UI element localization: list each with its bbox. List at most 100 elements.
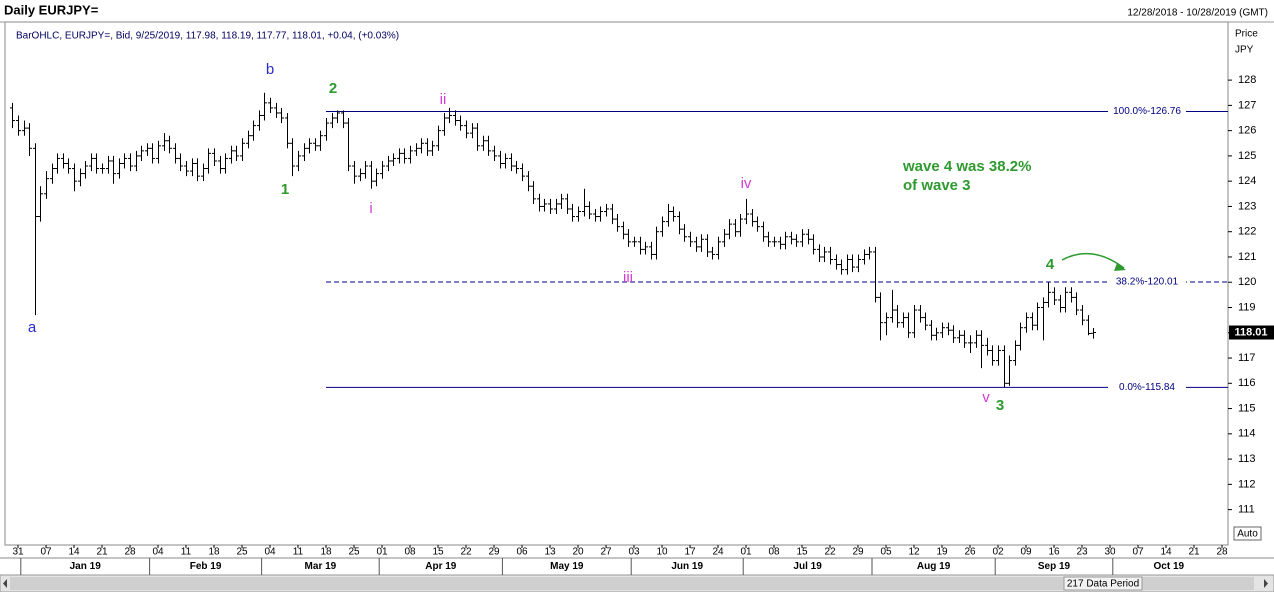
wave-label: v bbox=[982, 389, 990, 406]
y-tick-label: 112 bbox=[1238, 478, 1256, 490]
wave-label: a bbox=[28, 319, 37, 336]
y-tick-label: 120 bbox=[1238, 276, 1256, 288]
level-label: 38.2%-120.01 bbox=[1116, 277, 1179, 288]
level-label-bg bbox=[1108, 105, 1186, 118]
x-tick-label: 18 bbox=[320, 547, 332, 558]
x-tick-label: 28 bbox=[124, 547, 136, 558]
wave-label: 4 bbox=[1046, 256, 1055, 273]
x-tick-label: 05 bbox=[880, 547, 892, 558]
y-axis-unit: JPY bbox=[1235, 45, 1254, 56]
x-tick-label: 07 bbox=[1132, 547, 1144, 558]
x-tick-label: 14 bbox=[1160, 547, 1172, 558]
x-tick-label: 08 bbox=[404, 547, 416, 558]
x-tick-label: 25 bbox=[236, 547, 248, 558]
level-label-bg bbox=[1108, 381, 1186, 394]
date-range: 12/28/2018 - 10/28/2019 (GMT) bbox=[1127, 8, 1268, 19]
wave-label: ii bbox=[440, 91, 447, 108]
wave-label: 2 bbox=[329, 80, 337, 97]
y-tick-label: 128 bbox=[1238, 74, 1256, 86]
month-label: Oct 19 bbox=[1154, 561, 1185, 572]
x-tick-label: 14 bbox=[68, 547, 80, 558]
last-price: 118.01 bbox=[1234, 326, 1267, 338]
wave-label: b bbox=[266, 61, 274, 78]
x-tick-label: 07 bbox=[40, 547, 52, 558]
x-tick-label: 24 bbox=[712, 547, 724, 558]
x-tick-label: 26 bbox=[964, 547, 976, 558]
x-tick-label: 22 bbox=[460, 547, 472, 558]
x-tick-label: 01 bbox=[376, 547, 388, 558]
x-tick-label: 16 bbox=[1048, 547, 1060, 558]
x-tick-label: 22 bbox=[824, 547, 836, 558]
x-tick-label: 29 bbox=[852, 547, 864, 558]
month-label: Sep 19 bbox=[1038, 561, 1071, 572]
y-tick-label: 117 bbox=[1238, 352, 1256, 364]
x-tick-label: 11 bbox=[181, 547, 192, 558]
x-tick-label: 21 bbox=[96, 547, 108, 558]
y-tick-label: 126 bbox=[1238, 125, 1256, 137]
y-tick-label: 127 bbox=[1238, 99, 1256, 111]
wave-label: 3 bbox=[996, 397, 1004, 414]
x-tick-label: 25 bbox=[348, 547, 360, 558]
y-tick-label: 121 bbox=[1238, 251, 1256, 263]
x-tick-label: 29 bbox=[488, 547, 500, 558]
x-tick-label: 02 bbox=[992, 547, 1004, 558]
annotation: wave 4 was 38.2% bbox=[902, 158, 1031, 175]
y-axis-label: Price bbox=[1235, 29, 1258, 40]
x-tick-label: 09 bbox=[1020, 547, 1032, 558]
x-tick-label: 12 bbox=[908, 547, 920, 558]
x-tick-label: 04 bbox=[264, 547, 276, 558]
x-tick-label: 28 bbox=[1216, 547, 1228, 558]
y-tick-label: 115 bbox=[1238, 402, 1256, 414]
scale-mode-box[interactable] bbox=[1233, 526, 1262, 541]
x-tick-label: 10 bbox=[656, 547, 668, 558]
scroll-left-arrow[interactable] bbox=[3, 579, 7, 588]
y-tick-label: 122 bbox=[1238, 226, 1256, 238]
x-tick-label: 04 bbox=[152, 547, 164, 558]
scroll-right-arrow[interactable] bbox=[1264, 579, 1268, 588]
x-tick-label: 20 bbox=[572, 547, 584, 558]
y-tick-label: 119 bbox=[1238, 301, 1256, 313]
level-label: 0.0%-115.84 bbox=[1119, 382, 1175, 393]
y-tick-label: 116 bbox=[1238, 377, 1256, 389]
month-label: Jul 19 bbox=[793, 561, 822, 572]
x-tick-label: 18 bbox=[208, 547, 220, 558]
x-tick-label: 17 bbox=[684, 547, 696, 558]
x-tick-label: 23 bbox=[1076, 547, 1088, 558]
annotation: of wave 3 bbox=[903, 177, 971, 194]
scrollbar-thumb[interactable] bbox=[10, 577, 1254, 590]
x-tick-label: 15 bbox=[796, 547, 808, 558]
month-label: Apr 19 bbox=[425, 561, 457, 572]
x-tick-label: 13 bbox=[544, 547, 556, 558]
month-label: Jun 19 bbox=[671, 561, 703, 572]
level-label: 100.0%-126.76 bbox=[1113, 106, 1181, 117]
x-tick-label: 03 bbox=[628, 547, 640, 558]
y-tick-label: 124 bbox=[1238, 175, 1256, 187]
x-tick-label: 01 bbox=[740, 547, 752, 558]
y-tick-label: 125 bbox=[1238, 150, 1256, 162]
month-label: Jan 19 bbox=[70, 561, 102, 572]
month-label: May 19 bbox=[550, 561, 584, 572]
wave-label: i bbox=[369, 200, 372, 217]
chart-title: Daily EURJPY= bbox=[4, 2, 99, 17]
x-tick-label: 11 bbox=[293, 547, 304, 558]
x-tick-label: 15 bbox=[432, 547, 444, 558]
arrow-head bbox=[1114, 263, 1126, 271]
x-tick-label: 21 bbox=[1188, 547, 1200, 558]
y-tick-label: 114 bbox=[1238, 428, 1256, 440]
info-line: BarOHLC, EURJPY=, Bid, 9/25/2019, 117.98… bbox=[16, 31, 399, 42]
y-tick-label: 123 bbox=[1238, 200, 1256, 212]
data-period-box bbox=[1063, 576, 1143, 591]
y-tick-label: 113 bbox=[1238, 453, 1256, 465]
month-label: Aug 19 bbox=[917, 561, 951, 572]
x-tick-label: 19 bbox=[936, 547, 948, 558]
x-tick-label: 31 bbox=[12, 547, 24, 558]
data-period: 217 Data Period bbox=[1067, 579, 1139, 590]
scale-mode: Auto bbox=[1237, 529, 1258, 540]
x-tick-label: 30 bbox=[1104, 547, 1116, 558]
wave-label: 1 bbox=[281, 181, 289, 198]
wave-label: iii bbox=[623, 269, 633, 286]
